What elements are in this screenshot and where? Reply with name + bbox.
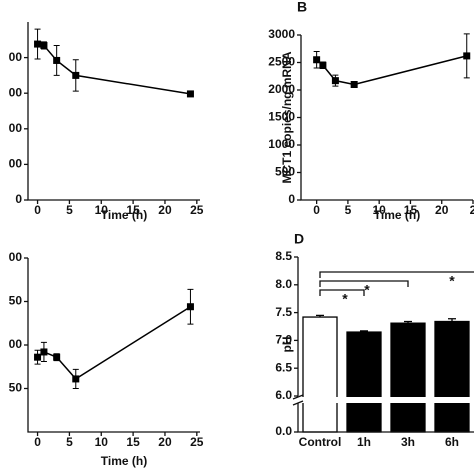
significance-star: * xyxy=(342,291,348,307)
x-tick-label: 15 xyxy=(126,203,140,217)
x-tick-label: 20 xyxy=(158,203,172,217)
x-axis-label: Time (h) xyxy=(101,208,147,222)
data-point xyxy=(72,71,80,79)
y-tick-label: 7.0 xyxy=(275,333,292,347)
error-bar xyxy=(360,330,368,333)
y-tick-label: 0 xyxy=(288,192,295,206)
axis-break xyxy=(292,394,304,406)
x-tick-label: 0 xyxy=(34,435,41,449)
y-tick-label: 00 xyxy=(9,85,23,99)
y-tick-label: 50 xyxy=(9,381,23,395)
x-tick-label: 1h xyxy=(357,435,371,449)
x-tick-label: 20 xyxy=(435,203,449,217)
bar xyxy=(302,316,338,433)
data-point xyxy=(53,353,61,361)
x-tick-label: 15 xyxy=(126,435,140,449)
y-tick-label: 50 xyxy=(9,294,23,308)
axes xyxy=(27,22,200,201)
significance-star: * xyxy=(364,282,370,298)
x-tick-label: 25 xyxy=(190,435,204,449)
data-line xyxy=(37,306,191,380)
x-tick-label: 5 xyxy=(66,203,73,217)
x-tick-label: 10 xyxy=(373,203,387,217)
data-line xyxy=(316,55,467,86)
y-tick-label: 8.0 xyxy=(275,277,292,291)
data-line xyxy=(37,43,191,95)
y-tick-label: 500 xyxy=(275,165,295,179)
y-axis-label: MCT1 copies/ng mRNA xyxy=(280,51,294,183)
data-point xyxy=(319,61,327,69)
y-tick-label: 1000 xyxy=(268,137,295,151)
y-tick-label: 6.0 xyxy=(275,388,292,402)
bar xyxy=(434,320,470,433)
y-tick-label: 00 xyxy=(9,337,23,351)
data-point xyxy=(186,90,194,98)
axis-break-gap xyxy=(296,397,474,403)
axes xyxy=(300,35,473,201)
y-tick-label: 1500 xyxy=(268,110,295,124)
y-tick-label: 2000 xyxy=(268,82,295,96)
y-tick-label: 3000 xyxy=(268,27,295,41)
significance-bracket xyxy=(319,280,409,287)
data-point xyxy=(331,77,339,85)
bar xyxy=(346,331,382,433)
y-tick-label: 0.0 xyxy=(275,424,292,438)
significance-star: * xyxy=(449,273,455,289)
x-tick-label: 2 xyxy=(470,203,474,217)
data-point xyxy=(40,348,48,356)
error-bar xyxy=(448,318,456,322)
data-point xyxy=(34,353,42,361)
error-bar xyxy=(316,314,324,318)
y-axis-label: pH xyxy=(280,337,294,353)
data-point xyxy=(463,52,471,60)
panel-letter: B xyxy=(297,0,307,15)
panel-letter: D xyxy=(294,231,304,247)
y-tick-label: 00 xyxy=(9,250,23,264)
x-tick-label: 20 xyxy=(158,435,172,449)
x-tick-label: 10 xyxy=(95,435,109,449)
x-tick-label: 5 xyxy=(66,435,73,449)
significance-bracket xyxy=(319,271,474,278)
x-tick-label: 25 xyxy=(190,203,204,217)
data-point xyxy=(34,40,42,48)
x-tick-label: 6h xyxy=(445,435,459,449)
significance-bracket xyxy=(319,289,365,296)
x-tick-label: 5 xyxy=(345,203,352,217)
error-bar xyxy=(404,320,412,324)
x-tick-label: 10 xyxy=(95,203,109,217)
data-point xyxy=(53,56,61,64)
axes xyxy=(27,258,200,433)
data-point xyxy=(40,41,48,49)
y-tick-label: 00 xyxy=(9,50,23,64)
y-tick-label: 8.5 xyxy=(275,249,292,263)
data-point xyxy=(72,375,80,383)
x-tick-label: 3h xyxy=(401,435,415,449)
y-tick-label: 2500 xyxy=(268,55,295,69)
y-tick-label: 6.5 xyxy=(275,360,292,374)
data-point xyxy=(350,81,358,88)
bar xyxy=(390,322,426,433)
x-tick-label: 0 xyxy=(34,203,41,217)
y-tick-label: 7.5 xyxy=(275,305,292,319)
y-tick-label: 00 xyxy=(9,157,23,171)
x-axis-label: Time (h) xyxy=(374,208,420,222)
data-point xyxy=(313,56,321,64)
x-tick-label: Control xyxy=(299,435,342,449)
x-axis-label: Time (h) xyxy=(101,454,147,468)
y-tick-label: 0 xyxy=(15,192,22,206)
y-tick-label: 00 xyxy=(9,121,23,135)
data-point xyxy=(186,303,194,311)
x-tick-label: 0 xyxy=(313,203,320,217)
x-tick-label: 15 xyxy=(404,203,418,217)
